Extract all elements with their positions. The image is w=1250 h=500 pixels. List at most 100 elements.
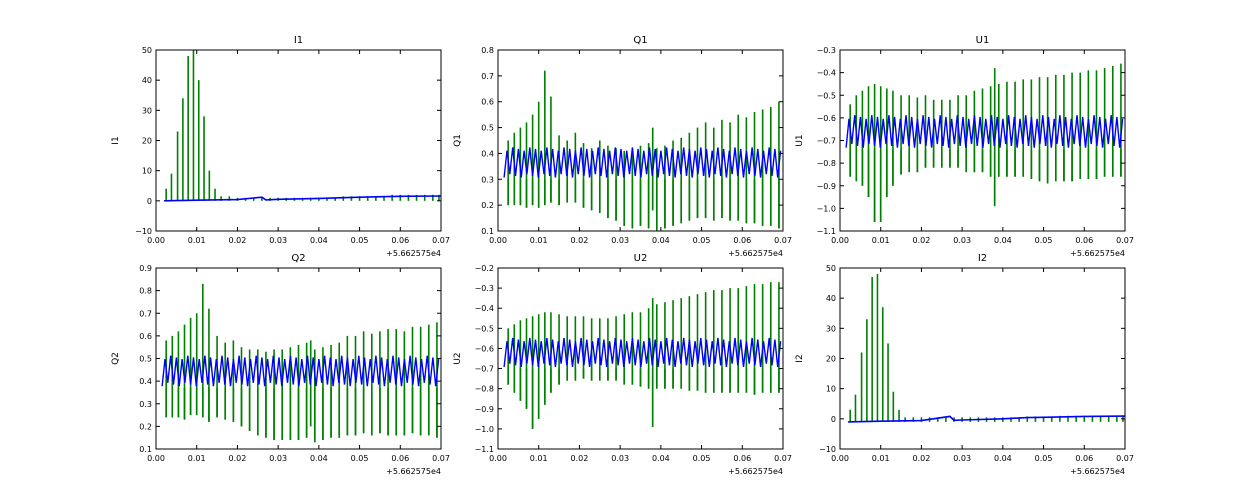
- x-tick-label: 0.07: [774, 236, 792, 245]
- y-tick-label: 0.4: [139, 377, 152, 386]
- x-tick-label: 0.06: [391, 236, 409, 245]
- y-tick-label: 0.3: [139, 400, 152, 409]
- y-tick-label: 0.6: [139, 332, 152, 341]
- x-tick-label: 0.03: [269, 454, 287, 463]
- y-tick-label: −0.6: [817, 114, 836, 123]
- y-axis-label: U1: [795, 134, 805, 146]
- x-tick-label: 0.07: [1116, 454, 1134, 463]
- blue-trace: [164, 195, 441, 202]
- y-axis: −10 0 10 20 30 40 50: [819, 264, 1125, 454]
- plot-area: [161, 283, 440, 443]
- x-tick-label: 0.02: [913, 454, 931, 463]
- y-axis: 0.1 0.2 0.3 0.4 0.5 0.6 0.7 0.8: [481, 46, 783, 236]
- y-tick-label: −0.3: [475, 284, 494, 293]
- chart-title: I1: [294, 35, 303, 46]
- x-offset-label: +5.662575e4: [1070, 467, 1125, 476]
- y-axis: −1.1 −1.0 −0.9 −0.8 −0.7 −0.6 −0.5 −0.4 −0.3: [817, 46, 1125, 236]
- x-tick-label: 0.01: [872, 236, 890, 245]
- y-tick-label: 0.7: [139, 309, 152, 318]
- chart-title: U2: [634, 253, 648, 264]
- y-tick-label: −0.9: [475, 405, 494, 414]
- x-axis: 0.00 0.01 0.02 0.03 0.04 0.05 0.06 0.07 +5.66257…: [489, 268, 792, 476]
- y-tick-label: −1.1: [475, 445, 494, 454]
- y-tick-label: 0.3: [481, 175, 494, 184]
- subplot-grid: 0.00 0.01 0.02 0.03 0.04 0.05 0.06 0.07 +5.66257…: [111, 35, 1134, 476]
- y-tick-label: 40: [142, 76, 152, 85]
- y-tick-label: 0.2: [139, 422, 152, 431]
- series-blue: [848, 415, 1125, 423]
- y-tick-label: 0.8: [481, 46, 494, 55]
- series-green-overlay: [849, 149, 1122, 222]
- x-tick-label: 0.06: [733, 236, 751, 245]
- y-tick-label: 0.6: [481, 98, 494, 107]
- x-tick-label: 0.04: [310, 236, 328, 245]
- y-tick-label: −0.4: [817, 69, 836, 78]
- y-tick-label: 10: [142, 167, 152, 176]
- x-tick-label: 0.05: [1035, 236, 1053, 245]
- y-tick-label: −1.0: [475, 425, 494, 434]
- y-tick-label: −0.5: [475, 324, 494, 333]
- x-tick-label: 0.03: [611, 454, 629, 463]
- y-tick-label: −1.1: [817, 227, 836, 236]
- plot-area: [848, 274, 1125, 423]
- y-axis: −10 0 10 20 30 40 50: [135, 46, 441, 236]
- x-tick-label: 0.03: [953, 236, 971, 245]
- y-tick-label: 0.8: [139, 287, 152, 296]
- x-offset-label: +5.662575e4: [1070, 249, 1125, 258]
- x-tick-label: 0.04: [994, 454, 1012, 463]
- x-tick-label: 0.02: [229, 236, 247, 245]
- plot-area: [164, 50, 441, 202]
- series-blue: [845, 115, 1124, 148]
- x-tick-label: 0.07: [432, 454, 450, 463]
- y-tick-label: 0.7: [481, 72, 494, 81]
- x-tick-label: 0.07: [432, 236, 450, 245]
- blue-trace: [161, 355, 440, 387]
- y-tick-label: −0.4: [475, 304, 494, 313]
- x-offset-label: +5.662575e4: [728, 467, 783, 476]
- y-tick-label: 0: [831, 415, 836, 424]
- y-axis-label: I1: [111, 136, 121, 144]
- series-green-overlay: [507, 179, 780, 231]
- x-tick-label: 0.07: [774, 454, 792, 463]
- x-tick-label: 0.00: [147, 236, 165, 245]
- x-tick-label: 0.06: [391, 454, 409, 463]
- chart-title: Q2: [291, 253, 305, 264]
- blue-trace: [845, 115, 1124, 148]
- y-tick-label: −10: [819, 445, 836, 454]
- y-tick-label: −0.6: [475, 344, 494, 353]
- x-axis: 0.00 0.01 0.02 0.03 0.04 0.05 0.06 0.07 +5.66257…: [831, 268, 1134, 476]
- series-blue: [161, 355, 440, 387]
- y-tick-label: 40: [826, 294, 836, 303]
- y-tick-label: −0.8: [475, 385, 494, 394]
- subplot-i2: 0.00 0.01 0.02 0.03 0.04 0.05 0.06 0.07 +5.66257…: [795, 253, 1134, 476]
- x-axis: 0.00 0.01 0.02 0.03 0.04 0.05 0.06 0.07 +5.66257…: [489, 50, 792, 258]
- x-tick-label: 0.05: [351, 236, 369, 245]
- plot-area: [503, 282, 782, 429]
- y-tick-label: −10: [135, 227, 152, 236]
- x-axis: 0.00 0.01 0.02 0.03 0.04 0.05 0.06 0.07 +5.66257…: [147, 268, 450, 476]
- y-axis-label: U2: [453, 352, 463, 364]
- y-tick-label: −0.8: [817, 159, 836, 168]
- x-tick-label: 0.00: [489, 454, 507, 463]
- x-tick-label: 0.03: [953, 454, 971, 463]
- y-axis: −1.1 −1.0 −0.9 −0.8 −0.7 −0.6 −0.5 −0.4 −0.3 −0.2: [475, 264, 783, 454]
- chart-title: U1: [976, 35, 990, 46]
- x-tick-label: 0.06: [1075, 454, 1093, 463]
- y-tick-label: 0.2: [481, 201, 494, 210]
- y-axis-label: I2: [795, 354, 805, 362]
- x-tick-label: 0.01: [188, 454, 206, 463]
- series-green-overlay: [507, 368, 780, 429]
- blue-trace: [503, 337, 782, 367]
- subplot-q2: 0.00 0.01 0.02 0.03 0.04 0.05 0.06 0.07 +5.66257…: [111, 253, 450, 476]
- x-tick-label: 0.02: [571, 454, 589, 463]
- x-offset-label: +5.662575e4: [386, 467, 441, 476]
- series-blue: [503, 147, 782, 178]
- series-blue: [164, 195, 441, 202]
- x-tick-label: 0.01: [530, 236, 548, 245]
- y-tick-label: −0.2: [475, 264, 494, 273]
- chart-title: I2: [978, 253, 987, 264]
- x-tick-label: 0.02: [229, 454, 247, 463]
- y-tick-label: 30: [826, 324, 836, 333]
- y-tick-label: −0.7: [475, 365, 494, 374]
- y-tick-label: −0.9: [817, 182, 836, 191]
